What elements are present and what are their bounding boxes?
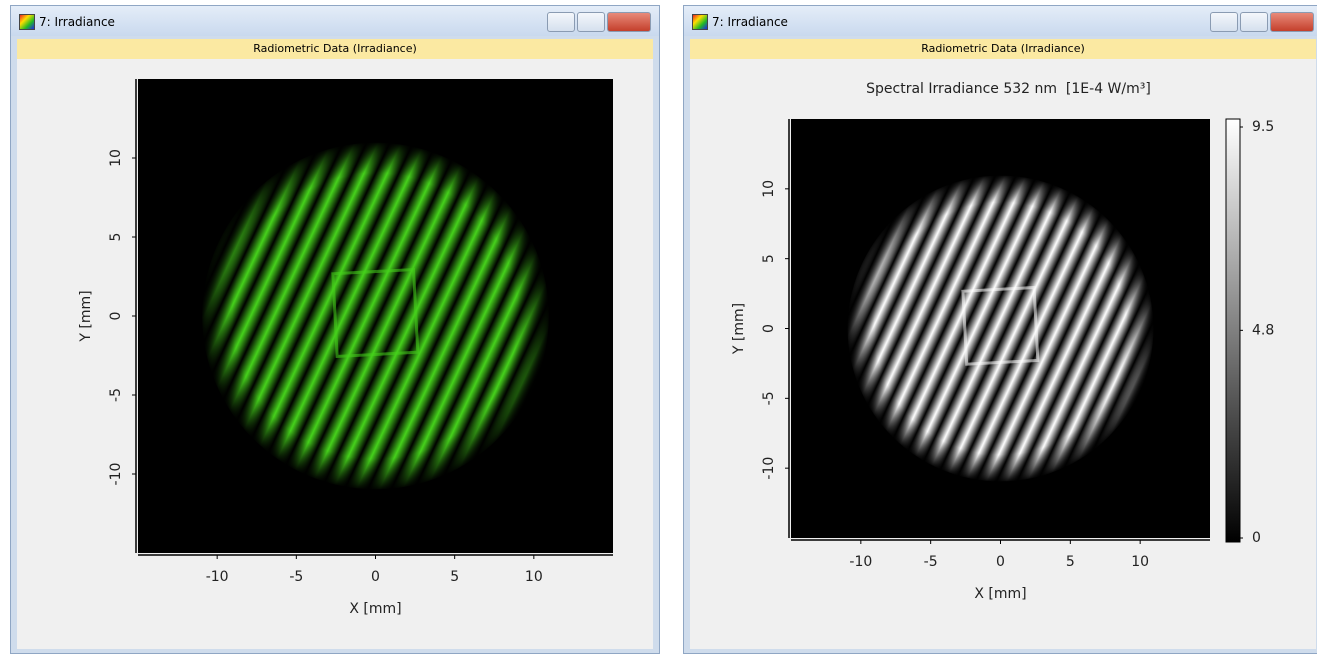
y-axis-label: Y [mm] [78, 290, 94, 342]
y-tick-label: 5 [108, 233, 124, 242]
colorbar-tick-label: 0 [1252, 530, 1261, 546]
beam-edge [201, 142, 550, 491]
colorbar-tick-label: 9.5 [1252, 119, 1274, 135]
y-tick-label: -10 [108, 463, 124, 486]
x-axis-label: X [mm] [349, 601, 401, 617]
x-tick-label: -5 [924, 554, 938, 570]
beam-edge [847, 175, 1155, 483]
plot: -10 -5 0 5 10 -10 -5 0 5 10 X [mm] Y [mm] Spectral I… [684, 6, 1317, 655]
x-tick-label: 0 [371, 569, 380, 585]
y-tick-label: 10 [761, 180, 777, 198]
y-tick-label: 10 [108, 149, 124, 167]
window: 7: Irradiance Radiometric Data (Irradian… [683, 5, 1317, 654]
x-tick-label: -10 [849, 554, 872, 570]
plot: -10 -5 0 5 10 -10 -5 0 5 10 X [mm] Y [mm] [11, 6, 661, 655]
x-tick-label: -5 [289, 569, 303, 585]
x-tick-label: 5 [1066, 554, 1075, 570]
colorbar-tick-label: 4.8 [1252, 322, 1274, 338]
colorbar [1226, 119, 1240, 542]
y-axis-label: Y [mm] [731, 303, 747, 355]
x-tick-label: 10 [525, 569, 543, 585]
window: 7: Irradiance Radiometric Data (Irradian… [10, 5, 660, 654]
y-tick-label: -10 [761, 457, 777, 480]
y-tick-label: 0 [108, 312, 124, 321]
x-tick-label: 10 [1131, 554, 1149, 570]
plot-title: Spectral Irradiance 532 nm [1E-4 W/m³] [866, 81, 1151, 97]
screen: 7: Irradiance Radiometric Data (Irradian… [0, 0, 1317, 654]
x-tick-label: -10 [206, 569, 229, 585]
x-tick-label: 5 [450, 569, 459, 585]
x-tick-label: 0 [996, 554, 1005, 570]
y-tick-label: -5 [108, 388, 124, 402]
y-tick-label: 0 [761, 324, 777, 333]
y-tick-label: -5 [761, 391, 777, 405]
y-tick-label: 5 [761, 254, 777, 263]
x-axis-label: X [mm] [974, 586, 1026, 602]
